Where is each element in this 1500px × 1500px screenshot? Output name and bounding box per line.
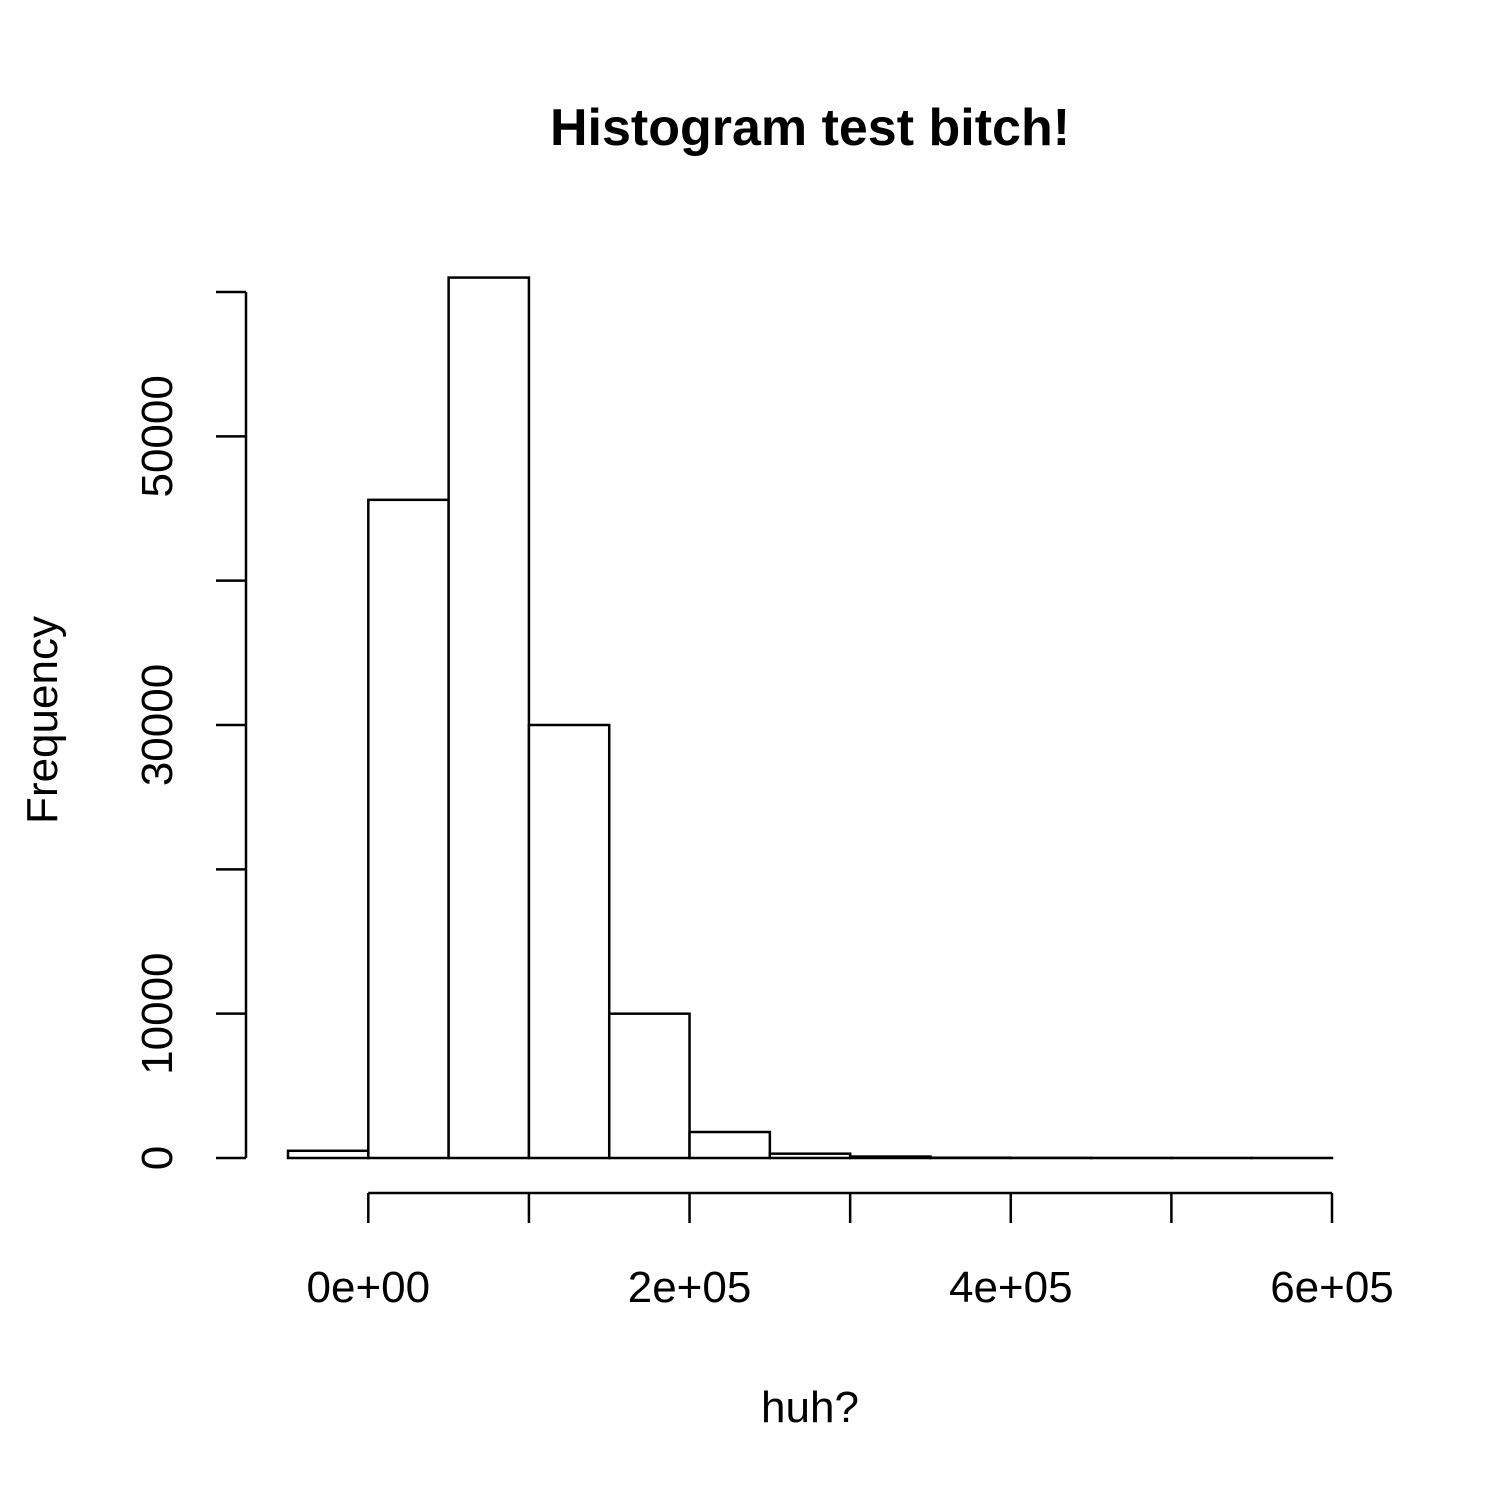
y-tick-label-2: 30000 [133,664,182,786]
x-tick-label-1: 2e+05 [628,1263,752,1312]
bars-group [286,276,1334,1160]
x-tick-label-3: 6e+05 [1270,1263,1394,1312]
histogram-bar-2 [447,276,531,1160]
histogram-bar-5 [688,1130,772,1160]
y-tick-label-1: 10000 [133,952,182,1074]
y-axis-label: Frequency [18,616,67,824]
y-tick-label-0: 0 [133,1146,182,1170]
histogram-bar-0 [286,1149,370,1160]
x-tick-label-2: 4e+05 [949,1263,1073,1312]
x-tick-label-0: 0e+00 [307,1263,431,1312]
y-tick-label-3: 50000 [133,375,182,497]
x-axis: 0e+00 2e+05 4e+05 6e+05 [307,1191,1394,1312]
histogram-bar-6 [768,1152,852,1160]
histogram-bar-3 [527,723,611,1160]
histogram-bar-7 [848,1155,932,1160]
histogram-bar-1 [367,498,450,1160]
histogram-bar-4 [607,1012,691,1160]
chart-title: Histogram test bitch! [550,99,1070,157]
x-axis-label: huh? [761,1383,859,1432]
y-axis: 0 10000 30000 50000 [133,290,248,1170]
